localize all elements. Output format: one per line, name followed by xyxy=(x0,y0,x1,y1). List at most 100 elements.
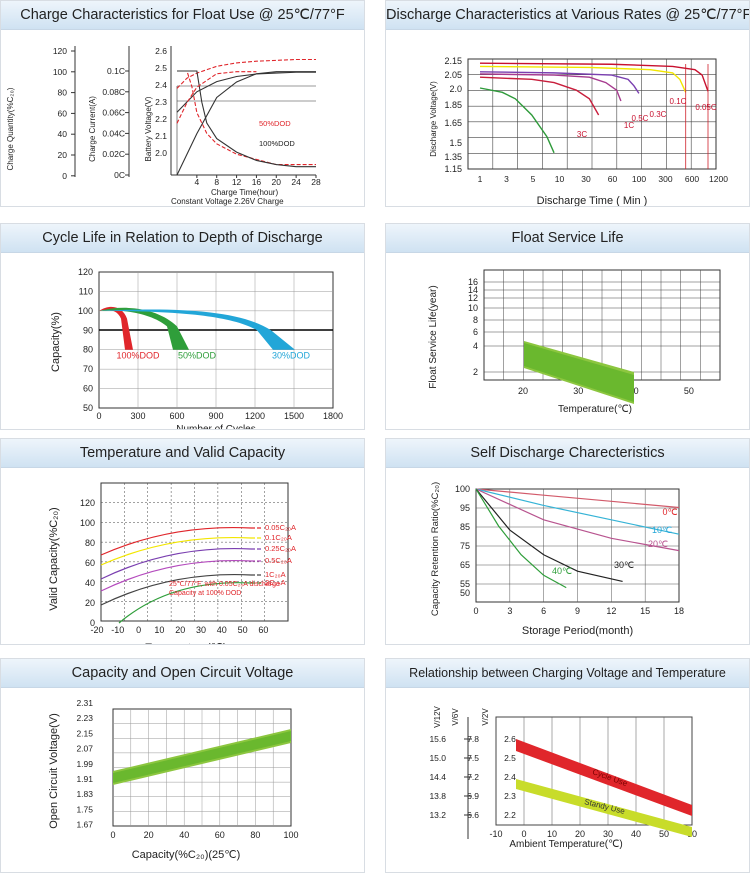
tick-label: 40 xyxy=(85,578,95,588)
plot-frame xyxy=(495,716,693,826)
charge-chart: 120 100 80 60 40 20 0 0.1C 0.08C 0.06C 0.04C 0.02C 0… xyxy=(6,46,321,206)
tick-label: 20 xyxy=(85,598,95,608)
series-band-core xyxy=(524,343,634,402)
series-label: 20℃ xyxy=(648,539,668,549)
series-label: 40℃ xyxy=(552,566,572,576)
tick-label: 0 xyxy=(473,606,478,616)
tick-label: 9 xyxy=(575,606,580,616)
series-label: 10℃ xyxy=(652,525,672,535)
tick-label: 30 xyxy=(581,174,591,184)
tick-label: 15 xyxy=(640,606,650,616)
series-label: 50%DOD xyxy=(178,351,217,361)
cycle-chart: 120 110 100 90 80 70 60 500 300 600 900 1200 1500 180… xyxy=(50,267,343,429)
tick-label: 60 xyxy=(258,625,268,635)
tick-label: 4 xyxy=(194,177,199,187)
tick-label: 18 xyxy=(674,606,684,616)
axis-title: Open Circuit Voltage(V) xyxy=(48,713,60,829)
ocv-chart: 2.31 2.23 2.15 2.07 1.99 1.91 1.83 1.75 1.67 0 20 4… xyxy=(48,698,299,861)
tick-label: 110 xyxy=(79,286,93,296)
tick-label: 8 xyxy=(214,177,219,187)
tick-label: 2.2 xyxy=(504,810,516,820)
tick-label: 0 xyxy=(110,830,115,840)
tick-label: 50 xyxy=(238,625,248,635)
tick-label: 2.23 xyxy=(76,713,93,723)
axis-title: Capacity Retention Ratio(%C₂₀) xyxy=(430,482,441,616)
tick-label: 2.15 xyxy=(444,56,462,66)
series-label: 0.5C₂₀A xyxy=(265,556,292,565)
tick-label: 2.0 xyxy=(449,84,462,94)
tick-label: 15.0 xyxy=(429,753,446,763)
tick-label: 6 xyxy=(473,327,478,337)
tick-label: 50 xyxy=(684,386,694,396)
tick-label: 2.3 xyxy=(504,791,516,801)
tick-label: 2.15 xyxy=(76,728,93,738)
series-label: Standy Use xyxy=(583,797,626,816)
panel-title: Temperature and Valid Capacity xyxy=(1,439,364,468)
axis-title: Discharge Voltage(V) xyxy=(429,81,438,157)
tick-label: 20 xyxy=(518,386,528,396)
note: Constant Voltage 2.26V Charge xyxy=(171,197,284,206)
tick-label: 600 xyxy=(685,174,699,184)
legend-label: 100%DOD xyxy=(259,139,295,148)
series-label: 1C₂₀A xyxy=(265,570,286,579)
axis-title: Charge Quantity(%C₂₀) xyxy=(6,87,15,170)
axis-title: Charge Current(A) xyxy=(88,96,97,162)
series-label: 0.5C xyxy=(632,114,649,123)
panel-self: Self Discharge Charecteristics 100 95 85 75… xyxy=(385,438,750,645)
tick-label: 16 xyxy=(252,177,262,187)
series-line-4 xyxy=(100,574,252,606)
tick-label: 50 xyxy=(460,588,470,598)
series-label: 0.05C xyxy=(695,103,717,112)
series-line-0.3C xyxy=(479,71,640,94)
tick-label: 1.5 xyxy=(449,138,462,148)
tick-label: 14.4 xyxy=(429,772,446,782)
panel-temp: Temperature and Valid Capacity 120 100 80 6… xyxy=(0,438,365,645)
tick-label: 120 xyxy=(80,498,95,508)
tick-label: 0 xyxy=(62,171,67,181)
tick-label: 2.31 xyxy=(76,698,93,708)
series-label: 0℃ xyxy=(662,507,677,517)
tick-label: 2.3 xyxy=(155,97,167,107)
axis-title: Battery Voltage(V) xyxy=(144,96,153,161)
tick-label: 8 xyxy=(473,315,478,325)
tick-label: 28 xyxy=(311,177,321,187)
tick-label: 1.65 xyxy=(444,118,462,128)
tick-label: 60 xyxy=(58,108,68,118)
series-line-0.1C xyxy=(479,65,687,93)
series-band-core xyxy=(113,731,291,783)
panel-chgtemp: Relationship between Charging Voltage an… xyxy=(385,658,750,873)
tick-label: 50 xyxy=(659,829,669,839)
tick-label: -10 xyxy=(111,625,124,635)
series-line-3 xyxy=(100,560,252,592)
tick-label: 12 xyxy=(468,293,478,303)
axis-title: Capacity(%) xyxy=(50,312,62,372)
axis-title: Charge Time(hour) xyxy=(211,188,278,197)
series-area-100 xyxy=(99,306,133,350)
tick-label: 2.4 xyxy=(504,772,516,782)
axis-title: V/2V xyxy=(481,708,490,726)
axis-title: Capacity(%C₂₀)(25℃) xyxy=(132,849,241,861)
series-capacity-50%DOD xyxy=(176,71,257,124)
series-label: 2C₂₀A xyxy=(265,578,286,587)
tick-label: 3 xyxy=(504,174,509,184)
tick-label: 20 xyxy=(58,150,68,160)
tick-label: 7.5 xyxy=(467,753,479,763)
panel-title: Cycle Life in Relation to Depth of Disch… xyxy=(1,224,364,253)
axis-title: Temperature(℃) xyxy=(145,642,226,644)
axis-title: Float Service Life(year) xyxy=(428,285,439,388)
tick-label: 1.91 xyxy=(76,774,93,784)
tick-label: 100 xyxy=(283,830,298,840)
tick-label: 20 xyxy=(575,829,585,839)
tick-label: 0.02C xyxy=(102,149,125,159)
axis-title: Number of Cycles xyxy=(176,424,255,429)
series-band-standby xyxy=(516,779,692,837)
tick-label: 80 xyxy=(58,88,68,98)
series-label: 0.05C₂₀A xyxy=(265,523,296,532)
tick-label: 80 xyxy=(85,538,95,548)
tick-label: 12 xyxy=(232,177,242,187)
axis-title: Valid Capacity(%C₂₀) xyxy=(48,507,60,610)
chgtemp-chart: V/12V V/6V V/2V 15.6 7.8 15.0 7.5 14.4 7.2 13.8 6.… xyxy=(429,705,697,850)
tick-label: 2.6 xyxy=(155,46,167,56)
tick-label: 0C xyxy=(114,170,125,180)
tick-label: 2.0 xyxy=(155,148,167,158)
